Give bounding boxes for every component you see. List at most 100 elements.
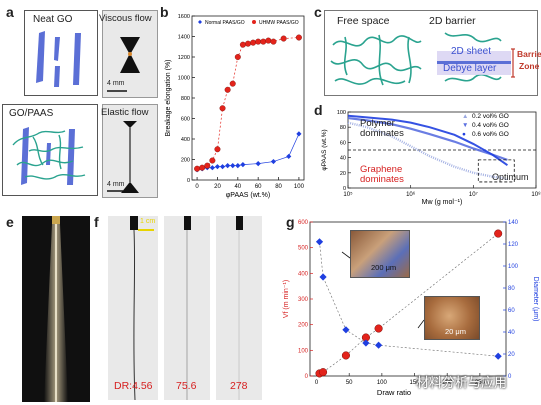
panel-e-letter: e: [6, 214, 14, 230]
diameter-point: [375, 341, 383, 349]
y-tick-label: 600: [181, 117, 190, 123]
fiber-photo-2: 75.6: [164, 216, 210, 400]
y-tick-label: 1400: [178, 35, 190, 41]
y-left-tick-label: 0: [305, 374, 309, 380]
y-axis-label: φPAAS (wt.%): [321, 129, 328, 170]
x-tick-label: 10⁶: [406, 191, 416, 198]
y-tick-label: 40: [340, 156, 346, 162]
scale-bar-1cm: 1 cm: [140, 218, 156, 225]
legend-marker-1: ▲: [462, 113, 468, 120]
viscous-flow-photo: Viscous flow 4 mm: [99, 10, 158, 98]
normal-point: [235, 163, 241, 169]
draw-ratio-chart: 0 100 200 300 400 500 600 0 20 40 60 80 100 120 140 0 50…: [283, 220, 539, 397]
neat-go-sheets: [36, 31, 81, 87]
panel-b: b 0 200 400 600 800 1000 1200 1400 1600 0 20 40 60 80…: [158, 0, 308, 200]
inset-bottom-scale: 20 μm: [445, 327, 466, 336]
legend-label-3: 0.6 vol% GO: [472, 131, 509, 138]
y-right-tick-label: 40: [508, 330, 515, 336]
optimum-label: Optimum: [492, 172, 529, 182]
diameter-line: [319, 241, 499, 357]
x-axis-label: φPAAS (wt.%): [226, 192, 270, 199]
inset-top-scale: 200 μm: [371, 263, 397, 272]
series-line-normal: [197, 133, 300, 171]
normal-point: [209, 165, 215, 171]
panel-d-letter: d: [314, 102, 323, 118]
polymer-dominates-1: Polymer: [360, 118, 395, 129]
2d-sheet-label: 2D sheet: [451, 46, 492, 57]
watermark: 材料分析与应用: [416, 375, 508, 390]
y-right-tick-label: 20: [508, 352, 515, 358]
panel-e: e: [0, 210, 92, 402]
uhmw-point: [270, 38, 277, 45]
x-tick-label: 10⁸: [531, 191, 541, 198]
panel-g: g 0 100 200 300 400 500 600 0 20 40 60 80 100 120 140 0…: [278, 212, 541, 405]
uhmw-point: [229, 80, 236, 87]
viscous-flow-label: Viscous flow: [99, 13, 152, 24]
elastic-thread-shape: [107, 121, 139, 193]
y-tick-label: 1200: [178, 55, 190, 61]
panel-g-letter: g: [286, 214, 295, 230]
go-paas-box: GO/PAAS: [2, 104, 98, 196]
uhmw-point: [204, 162, 211, 169]
uhmw-point: [250, 39, 257, 46]
x-tick-label: 50: [346, 380, 353, 386]
diameter-point: [342, 326, 350, 334]
y-tick-label: 0: [343, 186, 346, 192]
series-line-1: [347, 121, 508, 181]
x-axis-label: Mw (g mol⁻¹): [422, 199, 463, 206]
legend-label-normal: Normal PAAS/GO: [205, 20, 245, 26]
scale-bar-top: 4 mm: [107, 80, 125, 87]
vf-point: [374, 324, 383, 333]
legend-marker-2: ▼: [462, 122, 468, 129]
vf-point: [341, 351, 350, 360]
phase-diagram-chart: 0 20 40 60 80 100 10⁵ 10⁶ 10⁷ 10⁸ Mw (g mol⁻¹) φPAA…: [321, 110, 541, 206]
legend-label-uhmw: UHMW PAAS/GO: [259, 20, 299, 26]
uhmw-point: [214, 146, 221, 153]
normal-point: [296, 131, 302, 137]
y-tick-label: 800: [181, 96, 190, 102]
y-tick-label: 80: [340, 125, 346, 131]
x-tick-label: 60: [255, 184, 262, 190]
y-left-axis-label: Vf (m min⁻¹): [283, 280, 290, 318]
y-right-tick-label: 140: [508, 220, 519, 226]
series-line-uhmw: [197, 37, 299, 170]
normal-point: [214, 164, 221, 170]
panel-c: c Free space 2D barrier 2D sheet Debye l…: [310, 0, 541, 100]
x-tick-label: 250: [475, 380, 486, 386]
series-line-2: [347, 116, 508, 161]
uhmw-point: [219, 105, 226, 112]
legend-marker-3: ●: [462, 131, 466, 138]
fiber-photo-1: 1 cm DR:4.56: [108, 216, 158, 400]
y-tick-label: 0: [187, 178, 190, 184]
y-right-tick-label: 0: [508, 374, 512, 380]
y-axis-label: Breakage elongation (%): [165, 59, 172, 136]
debye-layer-label: Debye layer: [443, 63, 497, 74]
x-tick-label: 200: [442, 380, 453, 386]
diameter-point: [494, 352, 502, 360]
fiber-photo-3: 278: [216, 216, 262, 400]
x-tick-label: 100: [377, 380, 388, 386]
y-tick-label: 400: [181, 137, 190, 143]
normal-point: [230, 163, 236, 169]
uhmw-point: [280, 35, 287, 42]
fiber-spinning-photo: [22, 216, 90, 402]
y-left-tick-label: 500: [298, 246, 309, 252]
scale-bar-bottom: 4 mm: [107, 181, 125, 188]
graphene-dominates-2: dominates: [360, 174, 404, 185]
x-tick-label: 0: [315, 380, 319, 386]
panel-c-letter: c: [314, 4, 322, 20]
legend-marker-normal: [198, 20, 202, 24]
uhmw-point: [260, 38, 267, 45]
uhmw-point: [199, 164, 206, 171]
inset-micrograph-bottom: 20 μm: [424, 296, 480, 340]
y-left-tick-label: 400: [298, 271, 309, 277]
graphene-dominates-1: Graphene: [360, 164, 403, 175]
x-tick-label: 150: [410, 380, 421, 386]
series-line-3: [347, 114, 509, 167]
y-tick-label: 60: [340, 140, 346, 146]
2d-barrier-label: 2D barrier: [429, 15, 476, 27]
uhmw-point: [234, 54, 241, 61]
elastic-flow-label: Elastic flow: [101, 107, 149, 118]
barrier-zone-label-2: Zone: [519, 61, 540, 71]
barrier-zone-label-1: Barrier: [517, 49, 541, 59]
